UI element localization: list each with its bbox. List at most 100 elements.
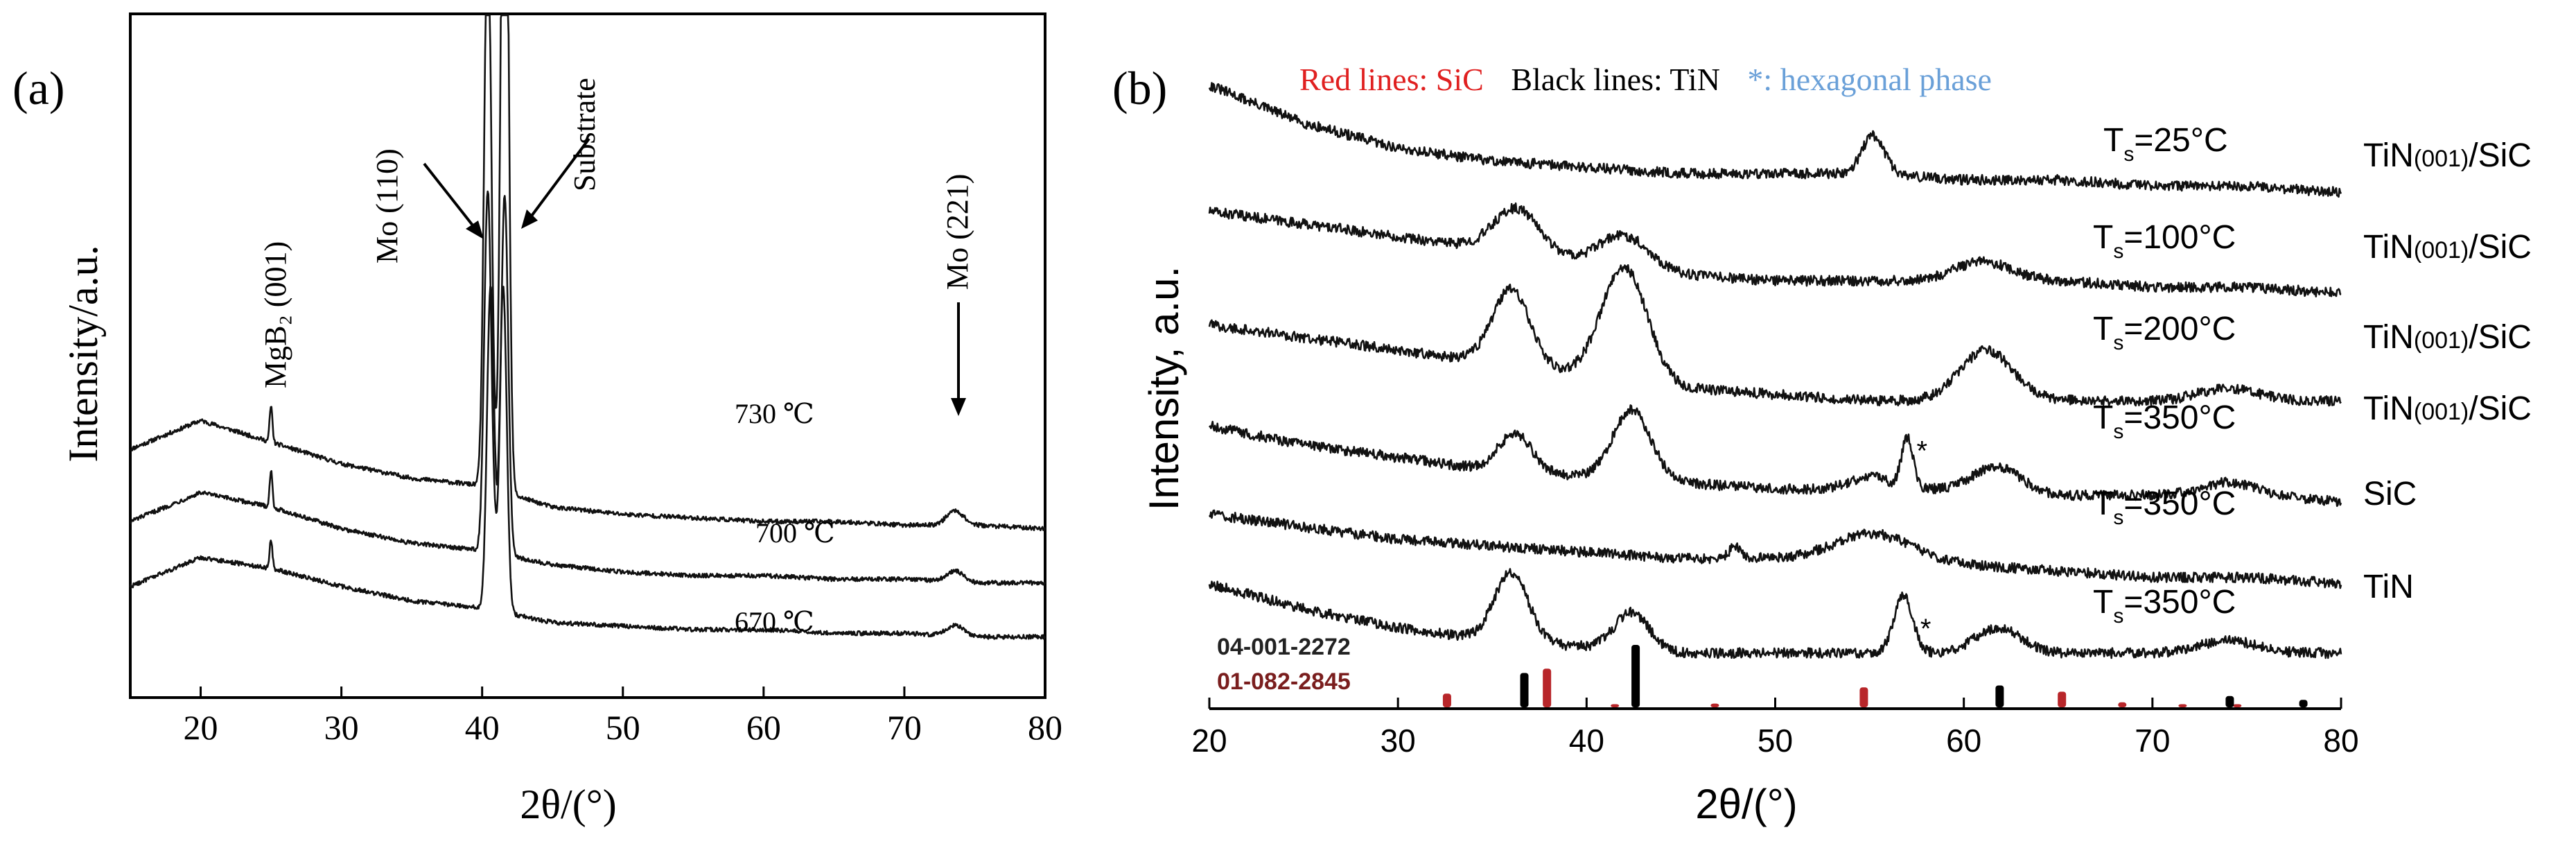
temp-label-1-sub: s bbox=[2123, 143, 2134, 166]
sample-label-1-suffix: /SiC bbox=[2469, 137, 2532, 174]
temp-label-5: Ts=350°C bbox=[2093, 485, 2236, 529]
temp-label-6: Ts=350°C bbox=[2093, 584, 2236, 628]
panel-b-legend: Red lines: SiC Black lines: TiN *: hexag… bbox=[1299, 62, 1992, 97]
sample-label-2-suffix: /SiC bbox=[2469, 229, 2532, 266]
sample-label-4-suffix: /SiC bbox=[2469, 390, 2532, 427]
x-tick-label-60: 60 bbox=[1946, 723, 1981, 759]
mo110-arrow bbox=[423, 162, 480, 234]
curve-6 bbox=[1208, 568, 2342, 659]
x-tick-label-80: 80 bbox=[2323, 723, 2358, 759]
substrate-arrowhead bbox=[521, 209, 538, 229]
sample-label-3-paren: (001) bbox=[2414, 327, 2469, 354]
x-tick-label-70: 70 bbox=[887, 708, 922, 747]
reference-code-red: 01-082-2845 bbox=[1217, 668, 1351, 695]
sample-label-4-paren: (001) bbox=[2414, 399, 2469, 425]
temp-label-2-sub: s bbox=[2113, 240, 2123, 263]
panel-b: (b) ** 20 30 40 50 60 70 80 2θ/(°) Intensity, … bbox=[1112, 62, 2532, 827]
panel-a-annotation-substrate: Substrate bbox=[568, 78, 602, 191]
sample-label-3: TiN(001)/SiC bbox=[2363, 319, 2532, 356]
sample-label-6: TiN bbox=[2363, 569, 2414, 605]
tin-reference-line-4 bbox=[2225, 696, 2234, 707]
sample-label-1: TiN(001)/SiC bbox=[2363, 137, 2532, 174]
sample-label-5: SiC bbox=[2363, 476, 2417, 512]
mo221-arrowhead bbox=[951, 398, 966, 416]
sample-label-3-suffix: /SiC bbox=[2469, 319, 2532, 356]
panel-a-series-label-670: 670 ℃ bbox=[735, 606, 814, 637]
annotation-mgb2-text: MgB₂ (001) bbox=[259, 241, 292, 388]
curve-1 bbox=[1208, 82, 2342, 198]
sample-label-1-paren: (001) bbox=[2414, 146, 2469, 172]
temp-label-1-value: =25°C bbox=[2134, 122, 2227, 159]
x-tick-label-40: 40 bbox=[465, 708, 500, 747]
temp-label-6-value: =350°C bbox=[2123, 584, 2236, 621]
tin-reference-line-2 bbox=[1631, 645, 1640, 707]
temp-label-2: Ts=100°C bbox=[2093, 219, 2236, 263]
x-tick-label-70: 70 bbox=[2135, 723, 2170, 759]
panel-a-curves bbox=[129, 14, 1046, 640]
temp-label-4-t: T bbox=[2093, 399, 2113, 436]
x-tick-label-50: 50 bbox=[1758, 723, 1793, 759]
sic-reference-line-8 bbox=[2178, 704, 2187, 707]
temp-label-2-value: =100°C bbox=[2123, 219, 2236, 256]
curve-1 bbox=[130, 14, 1046, 532]
panel-a-annotation-mo110: Mo (110) bbox=[370, 148, 404, 264]
temp-label-1-t: T bbox=[2103, 122, 2123, 159]
legend-hexagonal-phase: *: hexagonal phase bbox=[1747, 62, 1992, 97]
temp-label-3: Ts=200°C bbox=[2093, 311, 2236, 354]
temp-label-3-sub: s bbox=[2113, 331, 2123, 354]
sample-label-5-prefix: SiC bbox=[2363, 476, 2417, 512]
x-tick-label-60: 60 bbox=[746, 708, 781, 747]
panel-b-reference-lines bbox=[1442, 645, 2308, 707]
panel-a-series-label-730: 730 ℃ bbox=[735, 398, 814, 429]
panel-b-label: (b) bbox=[1112, 62, 1167, 114]
panel-b-x-axis-label: 2θ/(°) bbox=[1695, 781, 1797, 827]
substrate-arrow bbox=[527, 137, 590, 222]
curve-4 bbox=[1208, 404, 2342, 508]
x-tick-label-20: 20 bbox=[184, 708, 218, 747]
sic-reference-line-7 bbox=[2118, 702, 2127, 707]
panel-b-y-axis-label: Intensity, a.u. bbox=[1141, 266, 1187, 510]
sic-reference-line-3 bbox=[1611, 704, 1620, 707]
panel-a-label: (a) bbox=[12, 62, 64, 114]
temp-label-3-value: =200°C bbox=[2123, 311, 2236, 347]
temp-label-6-t: T bbox=[2093, 584, 2113, 621]
temp-label-5-value: =350°C bbox=[2123, 485, 2236, 522]
sample-label-3-prefix: TiN bbox=[2363, 319, 2414, 356]
sic-reference-line-4 bbox=[1710, 703, 1719, 707]
panel-a-x-axis-label: 2θ/(°) bbox=[520, 781, 616, 827]
tin-reference-line-5 bbox=[2299, 700, 2308, 707]
temp-label-3-t: T bbox=[2093, 311, 2113, 347]
panel-b-temperature-labels: Ts=25°C Ts=100°C Ts=200°C Ts=350°C Ts=35… bbox=[2093, 122, 2236, 628]
temp-label-5-t: T bbox=[2093, 485, 2113, 522]
panel-a-series-label-700: 700 ℃ bbox=[755, 517, 835, 549]
panel-b-x-axis: 20 30 40 50 60 70 80 bbox=[1191, 698, 2359, 759]
temp-label-4: Ts=350°C bbox=[2093, 399, 2236, 443]
x-tick-label-30: 30 bbox=[324, 708, 359, 747]
sample-label-2-prefix: TiN bbox=[2363, 229, 2414, 266]
panel-b-sample-labels: TiN(001)/SiC TiN(001)/SiC TiN(001)/SiC T… bbox=[2363, 137, 2532, 605]
sample-label-4: TiN(001)/SiC bbox=[2363, 390, 2532, 427]
x-tick-label-20: 20 bbox=[1191, 723, 1227, 759]
sic-reference-line-2 bbox=[1543, 668, 1552, 707]
tin-reference-line-3 bbox=[1995, 685, 2004, 707]
sample-label-4-prefix: TiN bbox=[2363, 390, 2414, 427]
curve-3 bbox=[129, 285, 1046, 640]
temp-label-4-value: =350°C bbox=[2123, 399, 2236, 436]
sic-reference-line-1 bbox=[1442, 693, 1451, 707]
panel-a-x-axis: 20 30 40 50 60 70 80 bbox=[184, 686, 1062, 747]
x-tick-label-40: 40 bbox=[1569, 723, 1604, 759]
temp-label-2-t: T bbox=[2093, 219, 2113, 256]
sample-label-6-prefix: TiN bbox=[2363, 569, 2414, 605]
sample-label-2: TiN(001)/SiC bbox=[2363, 229, 2532, 266]
sic-reference-line-6 bbox=[2058, 691, 2067, 707]
panel-a-plot-frame bbox=[129, 12, 1046, 699]
x-tick-label-50: 50 bbox=[606, 708, 640, 747]
legend-black-lines: Black lines: TiN bbox=[1511, 62, 1720, 97]
hexagonal-phase-star-6: * bbox=[1920, 614, 1931, 644]
panel-a-annotation-mo221: Mo (221) bbox=[940, 174, 974, 290]
temp-label-6-sub: s bbox=[2113, 605, 2123, 628]
curve-3 bbox=[1208, 264, 2342, 407]
temp-label-5-sub: s bbox=[2113, 506, 2123, 529]
sample-label-2-paren: (001) bbox=[2414, 237, 2469, 264]
